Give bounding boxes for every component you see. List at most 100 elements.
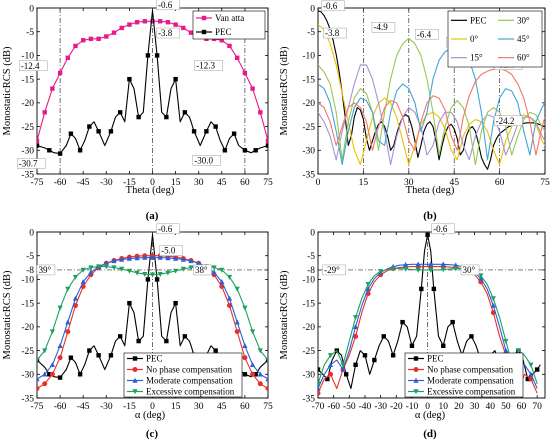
panel-a-series-pec-line [37, 10, 268, 155]
panel-c-series-excessive-compensation-point [265, 357, 268, 363]
panel-c-series-no-phase-compensation-point [227, 303, 232, 309]
panel-c-series-excessive-compensation-point [103, 264, 109, 270]
panel-a-x-tick-label: 75 [263, 178, 273, 188]
panel-d-annotation-label: -0.6 [433, 224, 448, 234]
panel-c-series-pec-point [117, 334, 123, 339]
panel-c-y-tick-label: 0 [29, 228, 34, 238]
panel-a-series-van-atta-point [88, 36, 94, 42]
panel-d-x-tick-label: -40 [359, 402, 372, 412]
panel-d-series-group [318, 232, 541, 396]
panel-a-series-pec-point [57, 151, 63, 156]
panel-c-annotation-label: -0.6 [158, 224, 173, 234]
panel-c-series-excessive-compensation-point [80, 267, 86, 273]
panel-a-series-van-atta-point [42, 110, 47, 115]
panel-a-annotation-box [156, 27, 180, 39]
panel-b-series-60-line [318, 68, 545, 156]
panel-a-annotation-label: -30.0 [194, 155, 213, 165]
panel-c-series-no-phase-compensation-point [250, 371, 256, 377]
panel-d-series-excessive-compensation-point [515, 348, 521, 354]
panel-c-series-moderate-compensation-point [134, 255, 140, 261]
panel-d-series-no-phase-compensation-point [353, 333, 359, 339]
panel-d-legend-item-excessive-compensation-label: Excessive compensation [427, 387, 516, 397]
panel-c-series-moderate-compensation-point [173, 255, 179, 261]
panel-c-x-tick-label: 0 [150, 402, 155, 412]
panel-d-series-pec-point [325, 376, 330, 382]
panel-a-panel-label: (a) [146, 210, 159, 222]
panel-c-x-tick-label: 75 [263, 402, 273, 412]
panel-d-y-tick-label: -8 [307, 266, 315, 276]
panel-b-annotation-box [415, 29, 439, 40]
panel-b-x-tick-label: 15 [359, 178, 369, 188]
panel-c-series-moderate-compensation-point [80, 279, 86, 284]
panel-d-y-tick-label: -5 [307, 252, 315, 262]
panel-c-series-excessive-compensation-point [219, 267, 225, 273]
panel-d-legend-item-no-phase-compensation-label: No phase compensation [427, 365, 513, 375]
panel-d-series-excessive-compensation-point [378, 269, 384, 275]
panel-d-series-moderate-compensation-point [528, 371, 534, 377]
panel-d-annotation-label: -29° [324, 265, 340, 275]
panel-b-x-tick-label: 75 [540, 178, 550, 188]
panel-a-annotation-box [156, 0, 180, 11]
panel-a-series-van-atta-point [119, 25, 124, 31]
panel-a-series-pec-point [242, 148, 248, 153]
panel-a-series-pec-point [77, 148, 83, 153]
panel-d-series-pec-point [469, 334, 474, 339]
panel-d-y-axis-label: MonostaticRCS (dB) [279, 270, 290, 359]
panel-c-panel-label: (c) [146, 428, 159, 440]
panel-c-series-excessive-compensation-point [188, 265, 194, 271]
panel-c-series-excessive-compensation-point [42, 348, 48, 354]
panel-a-x-tick-label: 0 [150, 178, 155, 188]
panel-c-annotation-box [156, 223, 180, 235]
panel-a-series-van-atta-point [265, 138, 268, 143]
panel-b-y-tick-label: -30 [302, 147, 315, 157]
panel-b-series-group [318, 10, 545, 170]
panel-d-series-excessive-compensation-point [453, 266, 459, 272]
panel-c-series-moderate-compensation-point [211, 269, 217, 275]
panel-d-y-tick-label: -15 [302, 299, 315, 309]
panel-d-series-excessive-compensation-line [318, 267, 538, 384]
panel-c-annotation-box [36, 264, 56, 276]
panel-c-annotation-box [193, 264, 212, 276]
panel-d-series-excessive-compensation-point [503, 338, 509, 344]
panel-a-y-tick-label: -15 [21, 75, 34, 85]
panel-c-series-excessive-compensation-point [88, 265, 94, 271]
panel-b-legend-item-0-label: 0° [470, 34, 479, 44]
panel-b-series-30-line [318, 37, 545, 166]
panel-c-series-pec-point [164, 338, 169, 344]
panel-c-series-excessive-compensation-point [111, 265, 117, 271]
panel-c-series-excessive-compensation-point [49, 329, 55, 335]
panel-c-series-excessive-compensation-point [57, 305, 63, 311]
panel-c-legend-item-excessive-compensation-marker [132, 389, 138, 395]
panel-c-legend-item-moderate-compensation-label: Moderate compensation [146, 376, 233, 386]
panel-c-x-tick-label: 60 [240, 402, 250, 412]
panel-a-series-group [37, 10, 268, 156]
panel-a-series-pec-point [182, 110, 188, 115]
panel-d-series-pec-point [534, 367, 540, 372]
panel-c-x-tick-label: -45 [77, 402, 90, 412]
panel-a-legend-item-pec-marker [201, 29, 207, 35]
panel-d-series-pec-point [362, 353, 368, 358]
panel-d-annotation-box [431, 223, 455, 235]
panel-c-series-pec-point [47, 372, 52, 377]
panel-a-series-van-atta-point [242, 70, 248, 76]
panel-d-x-tick-label: -10 [406, 402, 419, 412]
panel-d-legend-item-no-phase-compensation-marker [413, 367, 419, 372]
panel-c-series-pec-point [253, 372, 258, 377]
panel-d-y-tick-label: -35 [302, 394, 315, 404]
panel-d-series-pec-point [343, 372, 349, 377]
panel-d-series-excessive-compensation-point [365, 281, 371, 287]
panel-a-series-pec-point [173, 76, 178, 82]
panel-c-y-axis-label: MonostaticRCS (dB) [2, 270, 13, 359]
panel-c-series-moderate-compensation-point [65, 319, 71, 325]
panel-a-series-van-atta-point [188, 30, 194, 35]
panel-d-legend-item-moderate-compensation-label: Moderate compensation [427, 376, 514, 386]
panel-c-series-pec-point [96, 353, 101, 358]
panel-d-series-excessive-compensation-point [415, 267, 421, 273]
panel-c-legend-item-pec-label: PEC [146, 354, 163, 364]
panel-d-x-tick-label: -30 [374, 402, 387, 412]
panel-b-y-tick-label: -5 [307, 28, 315, 38]
panel-d-series-no-phase-compensation-line [318, 266, 538, 394]
panel-c-series-moderate-compensation-point [180, 256, 186, 262]
panel-a-legend-item-van-atta-label: Van atta [215, 13, 244, 23]
